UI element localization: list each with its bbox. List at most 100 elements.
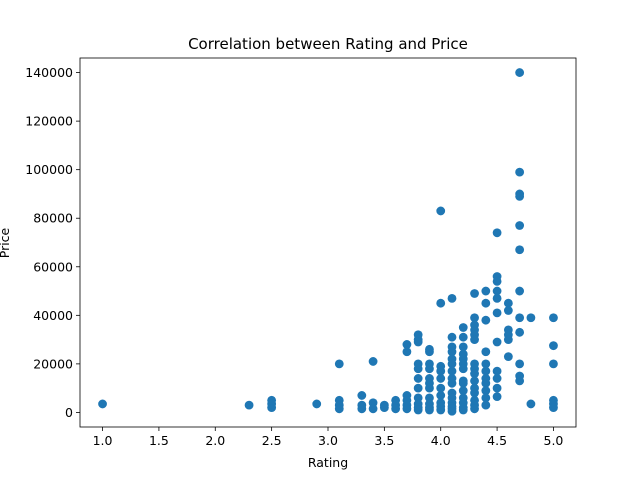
scatter-point — [357, 391, 367, 400]
scatter-point — [425, 383, 434, 393]
scatter-point — [515, 327, 525, 337]
scatter-point — [470, 376, 479, 386]
scatter-point — [526, 399, 536, 409]
scatter-point — [447, 359, 457, 369]
scatter-point — [413, 405, 423, 415]
y-tick-label: 0 — [65, 405, 73, 420]
scatter-point — [267, 395, 277, 405]
y-tick-label: 100000 — [25, 162, 73, 177]
x-tick-label: 4.5 — [487, 433, 507, 448]
scatter-point — [515, 167, 525, 177]
scatter-point — [436, 298, 446, 308]
y-axis-title: Price — [0, 227, 12, 258]
chart-title: Correlation between Rating and Price — [188, 35, 468, 53]
scatter-point — [470, 335, 479, 345]
scatter-point — [447, 293, 457, 303]
scatter-point — [458, 386, 468, 395]
scatter-point — [470, 369, 479, 378]
scatter-point — [357, 404, 367, 414]
scatter-point — [470, 313, 479, 323]
x-tick-label: 2.5 — [262, 433, 282, 448]
scatter-point — [425, 393, 434, 403]
x-tick-label: 1.0 — [93, 433, 113, 448]
scatter-point — [503, 352, 513, 361]
scatter-point — [481, 400, 491, 410]
scatter-point — [402, 404, 412, 414]
y-tick-label: 60000 — [33, 259, 73, 274]
scatter-point — [413, 383, 423, 393]
scatter-point — [481, 386, 491, 395]
x-axis-ticks: 1.0 1.5 2.0 2.5 3.0 3.5 4.0 4.5 5.0 — [93, 427, 564, 448]
scatter-point — [413, 337, 423, 347]
scatter-point — [312, 399, 322, 409]
scatter-point — [436, 383, 446, 393]
scatter-point — [368, 398, 378, 408]
scatter-point — [458, 323, 468, 332]
scatter-point — [425, 347, 434, 357]
scatter-point — [481, 315, 491, 325]
y-tick-label: 140000 — [25, 65, 73, 80]
scatter-point — [425, 364, 434, 374]
scatter-point — [515, 359, 525, 369]
scatter-point — [481, 347, 491, 357]
x-tick-label: 2.0 — [205, 433, 225, 448]
y-tick-label: 40000 — [33, 308, 73, 323]
scatter-point — [481, 366, 491, 376]
scatter-point — [503, 306, 513, 315]
x-tick-label: 1.5 — [149, 433, 169, 448]
scatter-point — [447, 378, 457, 388]
x-tick-label: 4.0 — [431, 433, 451, 448]
scatter-point — [470, 404, 479, 414]
scatter-point — [481, 359, 491, 369]
scatter-point — [447, 347, 457, 357]
scatter-point — [436, 374, 446, 383]
scatter-point — [436, 405, 446, 415]
scatter-point — [447, 366, 457, 376]
scatter-point — [492, 228, 502, 238]
scatter-point — [458, 342, 468, 352]
x-tick-label: 3.0 — [318, 433, 338, 448]
scatter-point — [98, 399, 107, 409]
scatter-point — [515, 68, 525, 77]
scatter-point — [515, 313, 525, 323]
scatter-point — [436, 206, 446, 216]
x-tick-label: 5.0 — [544, 433, 564, 448]
scatter-point — [515, 191, 525, 201]
scatter-point — [492, 308, 502, 318]
y-tick-label: 120000 — [25, 114, 73, 129]
scatter-point — [425, 405, 434, 415]
points-layer — [98, 68, 558, 416]
scatter-point — [379, 403, 389, 412]
scatter-point — [413, 374, 423, 383]
scatter-point — [492, 383, 502, 393]
scatter-point — [526, 313, 536, 323]
scatter-point — [492, 374, 502, 383]
plot-frame — [79, 57, 577, 428]
scatter-point — [492, 276, 502, 286]
scatter-point — [470, 289, 479, 298]
scatter-point — [515, 245, 525, 255]
x-axis-title: Rating — [308, 455, 348, 470]
scatter-point — [458, 405, 468, 415]
scatter-point — [436, 391, 446, 400]
x-tick-label: 3.5 — [374, 433, 394, 448]
scatter-point — [549, 341, 558, 351]
scatter-point — [492, 337, 502, 347]
scatter-point — [481, 298, 491, 308]
y-tick-label: 80000 — [33, 211, 73, 226]
scatter-point — [402, 347, 412, 357]
scatter-point — [334, 359, 344, 369]
scatter-point — [549, 403, 558, 412]
scatter-point — [436, 366, 446, 376]
scatter-point — [492, 392, 502, 402]
scatter-point — [391, 404, 401, 414]
scatter-point — [515, 221, 525, 230]
scatter-point — [368, 404, 378, 414]
scatter-point — [458, 332, 468, 342]
scatter-point — [447, 332, 457, 342]
scatter-point — [492, 366, 502, 376]
scatter-point — [515, 376, 525, 386]
scatter-point — [492, 286, 502, 296]
scatter-point — [481, 378, 491, 388]
